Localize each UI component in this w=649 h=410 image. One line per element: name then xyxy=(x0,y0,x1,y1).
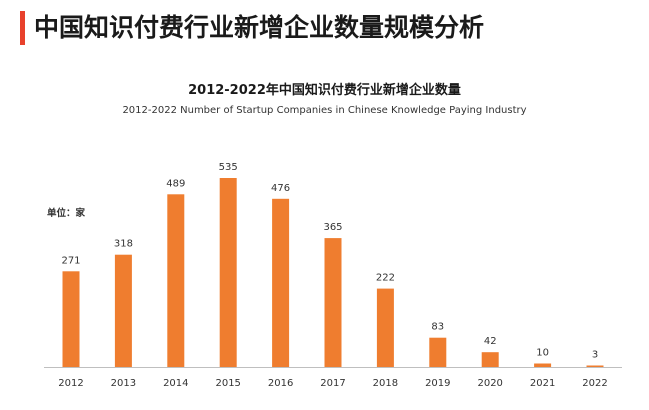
value-label-2019: 83 xyxy=(431,322,444,333)
bar-2018 xyxy=(376,288,394,367)
x-tick-label-2015: 2015 xyxy=(215,378,240,389)
x-tick-label-2021: 2021 xyxy=(530,378,555,389)
bar-2021 xyxy=(534,363,552,367)
bar-2017 xyxy=(324,238,342,367)
value-label-2022: 3 xyxy=(592,350,598,361)
x-tick-label-2013: 2013 xyxy=(111,378,136,389)
value-label-2017: 365 xyxy=(323,222,342,233)
bar-2022 xyxy=(586,365,604,367)
bar-2014 xyxy=(167,194,185,367)
x-tick-label-2018: 2018 xyxy=(373,378,398,389)
x-tick-label-2022: 2022 xyxy=(582,378,607,389)
unit-label: 单位：家 xyxy=(47,208,86,219)
bar-2015 xyxy=(219,178,237,367)
bar-2019 xyxy=(429,337,447,367)
bar-2013 xyxy=(114,254,132,367)
value-label-2014: 489 xyxy=(166,178,185,189)
chart-subtitle: 2012-2022 Number of Startup Companies in… xyxy=(122,105,527,116)
x-tick-label-2019: 2019 xyxy=(425,378,450,389)
chart-title: 2012-2022年中国知识付费行业新增企业数量 xyxy=(188,83,461,98)
value-label-2016: 476 xyxy=(271,183,290,194)
value-label-2018: 222 xyxy=(376,273,395,284)
x-tick-label-2016: 2016 xyxy=(268,378,293,389)
x-tick-label-2017: 2017 xyxy=(320,378,345,389)
value-label-2013: 318 xyxy=(114,239,133,250)
value-label-2015: 535 xyxy=(219,162,238,173)
x-tick-label-2020: 2020 xyxy=(477,378,502,389)
title-accent-bar xyxy=(20,11,25,45)
value-label-2021: 10 xyxy=(536,348,549,359)
bar-2016 xyxy=(272,198,290,367)
bar-2020 xyxy=(481,352,499,367)
x-tick-label-2014: 2014 xyxy=(163,378,188,389)
bar-2012 xyxy=(62,271,80,367)
x-tick-label-2012: 2012 xyxy=(58,378,83,389)
value-label-2020: 42 xyxy=(484,336,497,347)
value-label-2012: 271 xyxy=(61,255,80,266)
page-title: 中国知识付费行业新增企业数量规模分析 xyxy=(34,13,485,42)
